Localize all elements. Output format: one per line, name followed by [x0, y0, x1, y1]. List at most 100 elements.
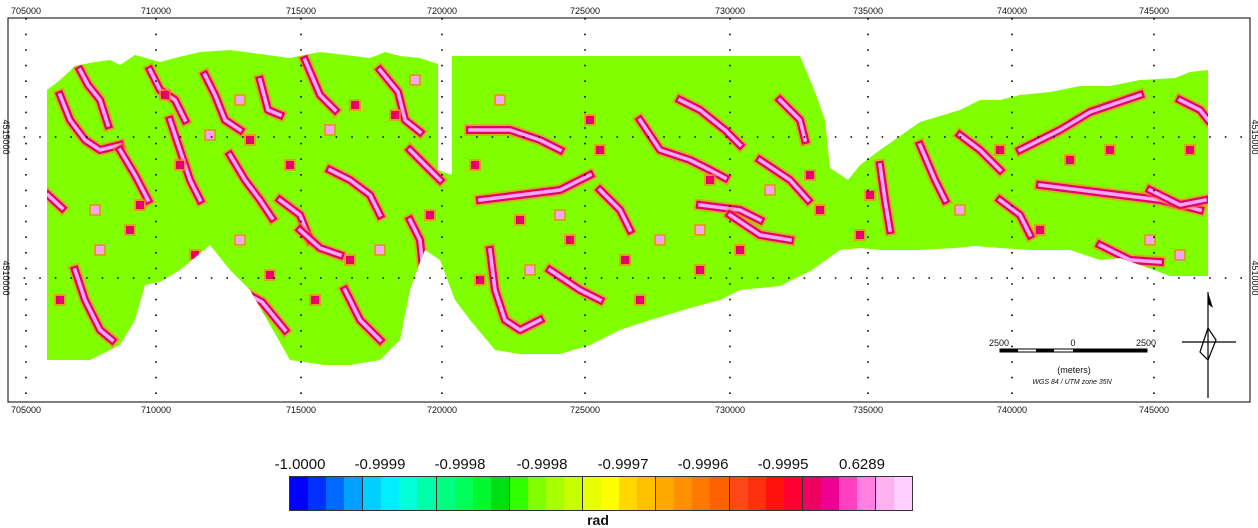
- colorbar-swatch: [381, 477, 400, 510]
- anomaly-pixel: [736, 246, 744, 254]
- anomaly-pixel: [471, 161, 479, 169]
- legend-label: -0.9998: [516, 456, 568, 473]
- legend-label: -0.9997: [597, 456, 649, 473]
- map-border: [7, 17, 1251, 403]
- anomaly-pixel: [866, 191, 874, 199]
- legend-label: -0.9998: [434, 456, 486, 473]
- anomaly-pixel: [96, 246, 104, 254]
- x-tick-label-top: 715000: [286, 6, 316, 16]
- x-tick-label-bottom: 735000: [853, 405, 883, 415]
- anomaly-pixel: [191, 251, 199, 259]
- anomaly-pixel: [56, 296, 64, 304]
- anomaly-core: [917, 142, 948, 203]
- x-tick-label-bottom: 715000: [286, 405, 316, 415]
- anomaly-core: [468, 128, 563, 153]
- anomaly-core: [727, 212, 793, 243]
- anomaly-pixel: [516, 216, 524, 224]
- anomaly-core: [957, 132, 1003, 173]
- anomaly-pixel: [391, 111, 399, 119]
- anomaly-core: [597, 187, 633, 233]
- anomaly-pixel: [706, 176, 714, 184]
- anomaly-core: [757, 157, 811, 203]
- anomaly-pixel: [1066, 156, 1074, 164]
- x-tick-label-top: 710000: [141, 6, 171, 16]
- x-tick-label-top: 745000: [1139, 6, 1169, 16]
- colorbar-swatch: [308, 477, 327, 510]
- colorbar-swatch: [545, 477, 564, 510]
- anomaly-pixel: [696, 266, 704, 274]
- anomaly-core: [257, 77, 283, 118]
- anomaly-outline: [144, 294, 195, 330]
- anomaly-pixel: [766, 186, 774, 194]
- colorbar-swatch: [472, 477, 491, 510]
- anomaly-pixel: [1036, 226, 1044, 234]
- anomaly-pixel: [586, 116, 594, 124]
- y-tick-label-right: 4515000: [1250, 119, 1258, 154]
- colorbar-swatch: [601, 477, 620, 510]
- anomaly-pixel: [206, 131, 214, 139]
- anomaly-core: [117, 147, 151, 203]
- anomaly-pixel: [136, 201, 144, 209]
- colorbar-swatch: [326, 477, 345, 510]
- map-panel: 705000 710000 715000 720000 725000 730000 7350…: [1, 6, 1258, 415]
- anomaly-pixel: [126, 226, 134, 234]
- colorbar-swatch: [290, 477, 309, 510]
- legend-label: -0.9995: [757, 456, 809, 473]
- anomaly-pixel: [266, 271, 274, 279]
- graticule: [8, 18, 1250, 402]
- legend-label: -1.0000: [274, 456, 326, 473]
- colorbar-swatch: [876, 477, 895, 510]
- anomaly-pixel: [476, 276, 484, 284]
- x-tick-label-bottom: 720000: [427, 405, 457, 415]
- colorbar-swatch: [563, 477, 583, 510]
- anomaly-core: [1147, 187, 1208, 207]
- scale-left-label: 2500: [989, 338, 1009, 348]
- anomaly-pixel: [426, 211, 434, 219]
- anomaly-pixel: [956, 206, 964, 214]
- colorbar-swatch: [527, 477, 546, 510]
- colorbar-swatch: [856, 477, 876, 510]
- anomaly-pixel: [176, 161, 184, 169]
- colorbar-swatch: [619, 477, 638, 510]
- north-arrow-icon: [1182, 292, 1236, 398]
- colorbar-swatch: [583, 477, 602, 510]
- legend-title: rad: [587, 512, 609, 528]
- colorbar-swatch: [894, 477, 913, 510]
- anomaly-core: [1097, 242, 1162, 264]
- colorbar-swatch: [656, 477, 675, 510]
- y-axis-right-labels: 4515000 4510000: [1250, 119, 1258, 295]
- anomaly-pixel: [236, 236, 244, 244]
- anomaly-core: [72, 267, 115, 343]
- anomaly-core: [997, 197, 1033, 238]
- y-tick-label-left: 4515000: [1, 119, 11, 154]
- scale-center-label: 0: [1070, 338, 1075, 348]
- anomaly-pixel: [326, 126, 334, 134]
- anomaly-pixel: [246, 136, 254, 144]
- colorbar-swatch: [417, 477, 437, 510]
- x-tick-label-top: 725000: [570, 6, 600, 16]
- anomaly-pixel: [376, 246, 384, 254]
- anomaly-core: [342, 287, 383, 343]
- anomaly-core: [57, 92, 123, 152]
- colorbar-swatch: [399, 477, 418, 510]
- anomaly-core: [637, 117, 728, 181]
- x-tick-label-top: 705000: [11, 6, 41, 16]
- anomaly-core: [297, 227, 343, 258]
- anomaly-pixel: [856, 231, 864, 239]
- anomaly-core: [698, 203, 763, 223]
- colorbar-swatch: [820, 477, 839, 510]
- anomaly-core: [77, 67, 111, 128]
- anomaly-pixel: [496, 96, 504, 104]
- anomaly-core: [327, 167, 383, 218]
- scale-bar-segment: [1000, 349, 1018, 352]
- colorbar-swatch: [344, 477, 364, 510]
- anomaly-core: [488, 248, 543, 332]
- x-tick-label-top: 740000: [997, 6, 1027, 16]
- anomaly-core: [147, 297, 193, 328]
- anomaly-core: [547, 267, 603, 303]
- colorbar-swatch: [509, 477, 528, 510]
- legend-label: -0.9996: [677, 456, 729, 473]
- anomaly-core: [1017, 92, 1143, 153]
- scale-crs-label: WGS 84 / UTM zone 35N: [1032, 379, 1112, 386]
- anomaly-core: [167, 117, 203, 203]
